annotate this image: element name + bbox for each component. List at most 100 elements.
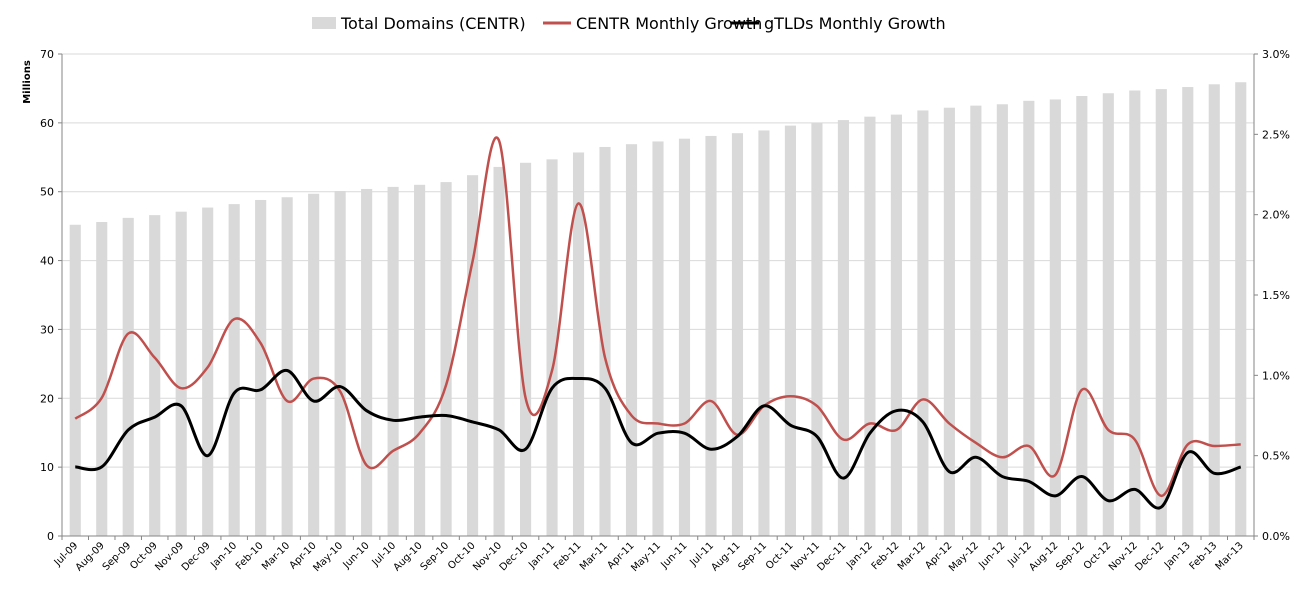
bar [731,133,744,536]
bar [519,162,532,536]
bar [917,110,929,536]
bar [758,130,770,536]
y-right-tick-label: 1.0% [1262,369,1290,382]
bar [572,152,585,537]
y-right-tick-label: 1.5% [1262,289,1290,302]
y-left-tick-label: 30 [40,323,54,336]
bar [308,193,320,536]
y-axis-left-label: Millions [22,60,33,104]
bar [440,182,452,536]
bar [996,104,1008,536]
x-tick-label: Feb-12 [870,540,902,572]
y-right-tick-label: 2.5% [1262,128,1290,141]
bar [228,204,240,536]
y-right-tick-label: 3.0% [1262,48,1290,61]
x-tick-label: Mar-12 [896,540,928,572]
y-left-tick-label: 20 [40,392,54,405]
x-tick-label: Sep-10 [419,540,452,573]
y-right-tick-label: 0.5% [1262,450,1290,463]
legend-label: gTLDs Monthly Growth [764,14,946,33]
bar [1155,89,1167,537]
bar [890,114,902,536]
x-tick-label: Sep-11 [736,540,769,573]
line-centr-monthly-growth [74,136,1241,498]
legend: Total Domains (CENTR) CENTR Monthly Growt… [312,14,946,33]
bar [96,222,108,537]
bar [387,186,399,536]
y-left-tick-label: 40 [40,255,54,268]
legend-label: Total Domains (CENTR) [340,14,526,33]
x-tick-label: May-11 [629,540,663,574]
bar [334,191,346,537]
x-tick-label: Dec-09 [180,540,213,573]
legend-label: CENTR Monthly Growth [576,14,762,33]
x-tick-label: Aug-09 [74,540,107,573]
bar [414,184,426,537]
x-tick-label: Jun-12 [976,540,1007,571]
bars [69,82,1247,537]
bar [837,120,849,537]
bar [1235,82,1247,536]
x-tick-label: Aug-11 [709,540,742,573]
y-right-tick-label: 2.0% [1262,209,1290,222]
bar [652,141,664,536]
line-gtlds-monthly-growth [75,369,1242,510]
y-left-tick-label: 10 [40,461,54,474]
x-tick-label: Jan-12 [844,540,875,571]
bar [467,175,479,536]
x-tick-label: Jan-13 [1162,540,1193,571]
x-tick-label: Jan-10 [208,540,239,571]
bar [255,199,267,536]
x-tick-label: Dec-10 [498,540,531,573]
bar [625,144,638,536]
bar [361,188,373,536]
y-right-tick-label: 0.0% [1262,530,1290,543]
bar [1049,99,1061,537]
bar [784,125,797,537]
x-tick-label: Aug-10 [392,540,425,573]
x-tick-label: Feb-11 [552,540,584,572]
bar [599,146,611,536]
bar [1182,87,1194,537]
bar [943,107,955,537]
x-tick-label: Jun-11 [659,540,690,571]
y-left-tick-label: 0 [47,530,54,543]
x-tick-label: Sep-12 [1054,540,1087,573]
bar [1208,84,1220,536]
bar [202,207,214,536]
bar [705,135,717,536]
x-tick-label: Dec-12 [1133,540,1166,573]
bar [281,197,293,537]
x-tick-label: Feb-13 [1188,540,1220,572]
bar [811,122,823,536]
bar [1102,93,1114,537]
x-tick-label: Dec-11 [816,540,849,573]
x-tick-label: Aug-12 [1027,540,1060,573]
bar [1129,90,1141,536]
y-left-tick-label: 70 [40,48,54,61]
bar [122,217,134,536]
x-tick-label: May-10 [311,540,345,574]
x-tick-label: May-12 [947,540,981,574]
x-tick-label: Feb-10 [234,540,266,572]
legend-swatch-bar [312,17,336,29]
bar [864,116,876,536]
x-tick-label: Jan-11 [526,540,557,571]
bar [69,224,81,536]
y-left-tick-label: 60 [40,117,54,130]
lines [74,136,1242,510]
bar [678,138,691,537]
x-tick-label: Jun-10 [341,540,372,571]
bar [1076,96,1088,536]
bar [493,166,505,536]
bar [546,159,558,536]
y-left-tick-label: 50 [40,186,54,199]
bar [149,215,161,536]
x-tick-label: Mar-13 [1214,540,1246,572]
bar [175,211,187,536]
x-tick-label: Sep-09 [101,540,134,573]
x-tick-label: Mar-10 [260,540,292,572]
bar [1023,100,1035,536]
bar [970,105,982,537]
